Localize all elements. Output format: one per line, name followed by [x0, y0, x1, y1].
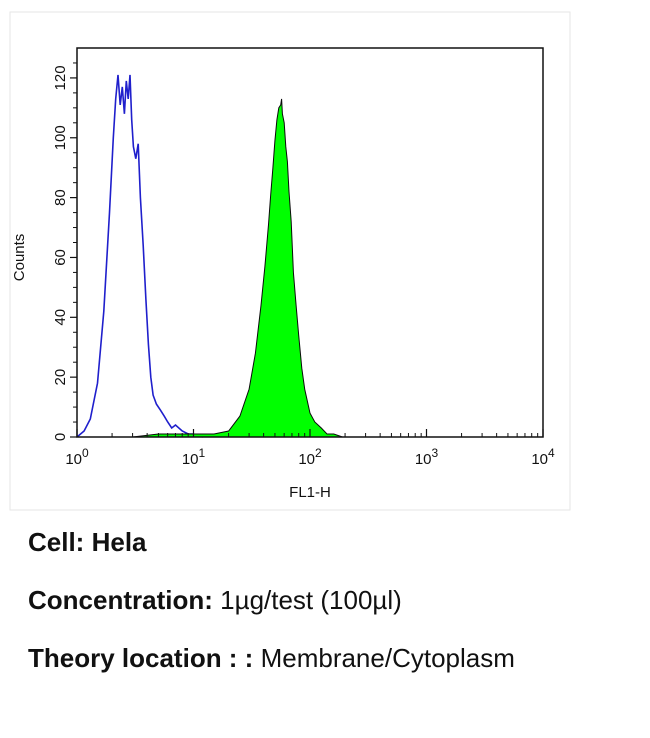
x-axis-label: FL1-H — [289, 484, 331, 501]
x-tick-label: 100 — [65, 446, 89, 468]
cell-value: Hela — [91, 527, 147, 557]
y-tick-label: 100 — [52, 125, 69, 150]
y-tick-label: 0 — [52, 433, 69, 441]
y-tick-label: 60 — [52, 249, 69, 266]
control-histogram-series — [76, 74, 203, 438]
x-tick-label: 101 — [182, 446, 206, 468]
x-tick-label: 103 — [415, 446, 439, 468]
cell-label: Cell: — [28, 527, 85, 557]
axis-ticks: 100 101 102 103 104 0 20 40 60 80 100 120 — [52, 62, 555, 468]
plot-layer — [76, 74, 357, 438]
flow-cytometry-histogram: 100 101 102 103 104 0 20 40 60 80 100 120 FL1-H Cou… — [9, 11, 571, 511]
theory-location-info-row: Theory location : : Membrane/Cytoplasm — [28, 643, 515, 674]
theory-location-label: Theory location : : — [28, 643, 254, 673]
y-tick-label: 80 — [52, 189, 69, 206]
y-tick-label: 120 — [52, 65, 69, 90]
concentration-info-row: Concentration: 1µg/test (100µl) — [28, 585, 402, 616]
concentration-value: 1µg/test (100µl) — [220, 585, 402, 615]
concentration-label: Concentration: — [28, 585, 213, 615]
y-tick-label: 20 — [52, 369, 69, 386]
cell-info-row: Cell: Hela — [28, 527, 147, 558]
filled-histogram-series — [132, 98, 357, 438]
x-tick-label: 102 — [298, 446, 322, 468]
y-tick-label: 40 — [52, 309, 69, 326]
x-tick-label: 104 — [531, 446, 555, 468]
theory-location-value: Membrane/Cytoplasm — [260, 643, 515, 673]
y-axis-label: Counts — [11, 234, 28, 282]
